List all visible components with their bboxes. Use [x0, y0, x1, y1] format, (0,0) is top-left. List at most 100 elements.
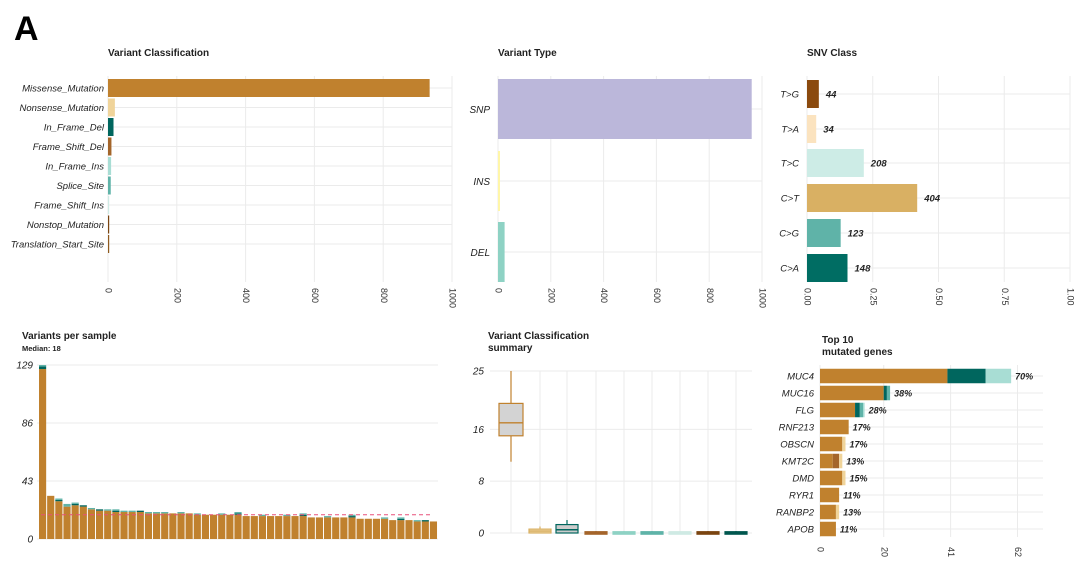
y-tick-label: 16	[473, 425, 485, 436]
stacked-bar-segment	[39, 369, 47, 539]
bar	[807, 184, 918, 212]
stacked-bar-segment	[348, 517, 356, 539]
bar	[807, 254, 848, 282]
stacked-bar-segment	[193, 513, 201, 515]
bar	[498, 222, 505, 282]
x-tick-label: 400	[241, 288, 251, 303]
stacked-bar-segment	[820, 453, 833, 469]
stacked-bar-segment	[389, 520, 397, 539]
stacked-bar-segment	[397, 518, 405, 521]
stacked-bar-segment	[397, 517, 405, 519]
x-tick-label: 0.25	[868, 288, 878, 306]
stacked-bar-segment	[863, 402, 865, 418]
stacked-bar-segment	[324, 517, 332, 539]
stacked-bar-segment	[820, 385, 884, 401]
stacked-bar-segment	[112, 509, 120, 511]
stacked-bar-segment	[153, 513, 161, 539]
stacked-bar-segment	[128, 512, 136, 539]
stacked-bar-segment	[153, 512, 161, 514]
x-tick-label: 1000	[758, 288, 768, 308]
stacked-bar-segment	[855, 402, 860, 418]
stacked-bar-segment	[201, 514, 210, 539]
bar	[498, 151, 500, 211]
stacked-bar-segment	[299, 516, 307, 539]
bar	[498, 79, 752, 139]
stacked-bar-segment	[71, 505, 79, 539]
stacked-bar-segment	[372, 518, 381, 539]
bar	[807, 219, 841, 247]
gene-label: RANBP2	[776, 508, 815, 519]
chart-subtitle: Median: 18	[22, 344, 61, 353]
stacked-bar-segment	[234, 513, 242, 515]
stacked-bar-segment	[299, 513, 307, 515]
stacked-bar-segment	[79, 505, 87, 507]
data-label: 17%	[849, 440, 867, 450]
chart-title-line2: mutated genes	[822, 347, 893, 358]
x-tick-label: 200	[172, 288, 182, 303]
stacked-bar-segment	[842, 436, 846, 452]
data-label: 15%	[849, 474, 867, 484]
bar	[108, 157, 112, 175]
stacked-bar-segment	[55, 501, 63, 539]
variant-type-chart: Variant Type 0 200 400 600 800 1000 SNP INS DEL	[469, 48, 767, 308]
gene-label: APOB	[787, 525, 815, 536]
stacked-bar-segment	[226, 514, 234, 539]
chart-title: Top 10	[822, 335, 854, 346]
y-tick-label: 43	[22, 477, 34, 488]
data-label: 34	[823, 125, 834, 136]
bar	[108, 215, 110, 234]
x-tick-label: 0	[816, 547, 826, 552]
stacked-bar-segment	[234, 512, 242, 514]
stacked-bar-segment	[299, 514, 307, 517]
chart-title: Variant Classification	[108, 48, 209, 59]
data-label: 13%	[843, 508, 861, 518]
data-label: 17%	[853, 423, 871, 433]
stacked-bar-segment	[291, 516, 299, 539]
data-label: 404	[923, 194, 941, 205]
stacked-bar-segment	[832, 453, 840, 469]
stacked-bar-segment	[820, 402, 856, 418]
stacked-bar-segment	[820, 504, 836, 520]
gene-label: DMD	[792, 474, 814, 485]
stacked-bar-segment	[112, 510, 120, 513]
stacked-bar-segment	[381, 518, 389, 539]
y-tick-label: 25	[472, 367, 485, 378]
data-label: 13%	[846, 457, 864, 467]
x-tick-label: 400	[599, 288, 609, 303]
stacked-bar-segment	[820, 419, 849, 435]
stacked-bar-segment	[364, 518, 372, 539]
bar	[108, 235, 110, 253]
stacked-bar-segment	[258, 516, 267, 539]
stacked-bar-segment	[883, 385, 887, 401]
gene-label: MUC4	[787, 372, 814, 383]
stacked-bar-segment	[381, 517, 389, 519]
stacked-bar-segment	[242, 516, 250, 539]
snv-class-chart: SNV Class 0.00 0.25 0.50 0.75 1.00 T>G 44 T>A 34 T…	[779, 48, 1075, 306]
stacked-bar-segment	[820, 521, 836, 537]
data-label: 11%	[843, 491, 860, 501]
stacked-bar-segment	[136, 510, 144, 513]
data-label: 44	[825, 90, 837, 101]
gene-label: KMT2C	[782, 457, 814, 468]
stacked-bar-segment	[413, 521, 421, 539]
stacked-bar-segment	[39, 365, 47, 367]
stacked-bar-segment	[348, 514, 356, 517]
stacked-bar-segment	[120, 510, 128, 513]
stacked-bar-segment	[820, 368, 948, 384]
category-label: T>G	[780, 90, 799, 101]
y-tick-label: 86	[22, 419, 34, 430]
data-label: 208	[870, 159, 888, 170]
stacked-bar-segment	[87, 509, 96, 539]
stacked-bar-segment	[267, 516, 275, 539]
stacked-bar-segment	[120, 512, 128, 539]
category-label: C>T	[781, 194, 800, 205]
x-tick-label: 0.75	[1000, 288, 1010, 306]
data-label: 11%	[840, 525, 857, 535]
data-label: 28%	[868, 406, 887, 416]
stacked-bar-segment	[87, 507, 96, 510]
category-label: C>A	[780, 264, 799, 275]
category-label: SNP	[469, 105, 490, 116]
bar	[108, 98, 115, 117]
bar	[807, 149, 864, 177]
